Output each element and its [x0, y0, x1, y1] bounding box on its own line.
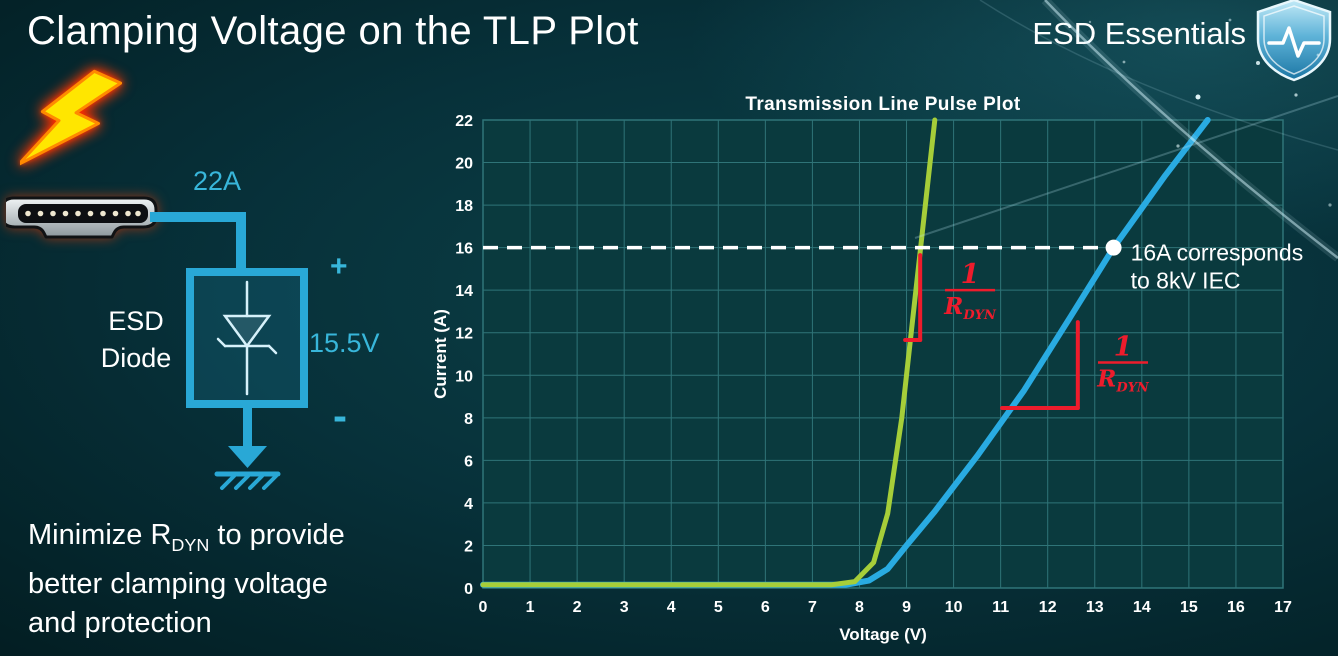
y-tick-label: 0	[464, 581, 473, 598]
x-tick-label: 14	[1133, 599, 1151, 616]
threshold-label-line2: to 8kV IEC	[1131, 268, 1241, 294]
x-axis-label: Voltage (V)	[839, 625, 927, 644]
shield-pulse-logo-icon	[1256, 0, 1332, 82]
y-tick-label: 22	[455, 113, 473, 130]
footer-line2: better clamping voltage	[28, 567, 328, 600]
esd-diode-label-line2: Diode	[100, 343, 172, 373]
x-tick-label: 1	[526, 599, 535, 616]
polarity-plus-label: +	[330, 250, 348, 283]
x-tick-label: 7	[808, 599, 817, 616]
y-tick-label: 16	[455, 241, 473, 258]
x-tick-label: 0	[479, 599, 488, 616]
x-tick-label: 17	[1274, 599, 1292, 616]
x-tick-label: 5	[714, 599, 723, 616]
y-axis-label: Current (A)	[431, 309, 450, 399]
x-tick-label: 2	[573, 599, 582, 616]
plot-area	[483, 120, 1283, 588]
footer-line1: Minimize RDYN to provide	[28, 519, 345, 555]
x-tick-label: 11	[992, 599, 1009, 616]
x-tick-label: 10	[945, 599, 963, 616]
x-tick-label: 12	[1039, 599, 1057, 616]
threshold-label-line1: 16A corresponds	[1131, 240, 1304, 266]
x-tick-label: 8	[855, 599, 864, 616]
rdyn-subscript: DYN	[171, 534, 210, 555]
y-tick-label: 14	[455, 283, 473, 300]
rdyn-fraction-denominator: RDYN	[1096, 366, 1150, 396]
ground-symbol-icon	[214, 404, 281, 490]
surge-wire-vertical	[236, 212, 246, 276]
y-tick-label: 8	[464, 411, 473, 428]
y-tick-label: 6	[464, 453, 473, 470]
esd-diode-box	[186, 268, 308, 408]
x-tick-label: 16	[1227, 599, 1245, 616]
slide-title: Clamping Voltage on the TLP Plot	[27, 9, 639, 53]
x-tick-label: 9	[902, 599, 911, 616]
y-tick-label: 2	[464, 538, 473, 555]
zener-diode-symbol-icon	[216, 280, 278, 396]
rdyn-fraction-numerator: 1	[1114, 332, 1133, 363]
y-tick-label: 4	[464, 496, 473, 513]
footer-line3: and protection	[28, 606, 212, 639]
x-tick-label: 4	[667, 599, 676, 616]
x-tick-label: 6	[761, 599, 770, 616]
rdyn-fraction-numerator: 1	[961, 259, 980, 290]
green-curve-low-rdyn	[480, 117, 938, 588]
surge-wire-horizontal	[150, 212, 246, 222]
polarity-minus-label: -	[333, 392, 347, 439]
plot-border	[482, 119, 1284, 589]
esd-diode-label: ESD Diode	[78, 303, 194, 377]
hdmi-connector-icon	[6, 196, 158, 239]
surge-current-label: 22A	[193, 166, 242, 196]
y-tick-label: 12	[455, 326, 473, 343]
threshold-marker-dot	[1105, 239, 1122, 256]
chart-title: Transmission Line Pulse Plot	[745, 94, 1020, 115]
x-tick-label: 3	[620, 599, 629, 616]
x-tick-label: 15	[1180, 599, 1198, 616]
y-tick-label: 18	[455, 198, 473, 215]
tlp-chart: 0 1 2 3 4 5 6 7 8 9 10 11 12 13 14 15 16 1702468101214161…	[431, 94, 1304, 644]
brand-name: ESD Essentials	[1032, 16, 1246, 51]
x-tick-label: 13	[1086, 599, 1104, 616]
lightning-bolt-icon	[20, 69, 122, 166]
rdyn-fraction-denominator: RDYN	[943, 293, 997, 323]
clamp-voltage-label: 15.5V	[309, 328, 380, 358]
footer-note: Minimize RDYN to provide better clamping…	[28, 516, 345, 643]
y-tick-label: 20	[455, 156, 473, 173]
y-tick-label: 10	[455, 368, 473, 385]
connector-pins-icon	[25, 210, 141, 217]
esd-diode-label-line1: ESD	[108, 306, 164, 336]
